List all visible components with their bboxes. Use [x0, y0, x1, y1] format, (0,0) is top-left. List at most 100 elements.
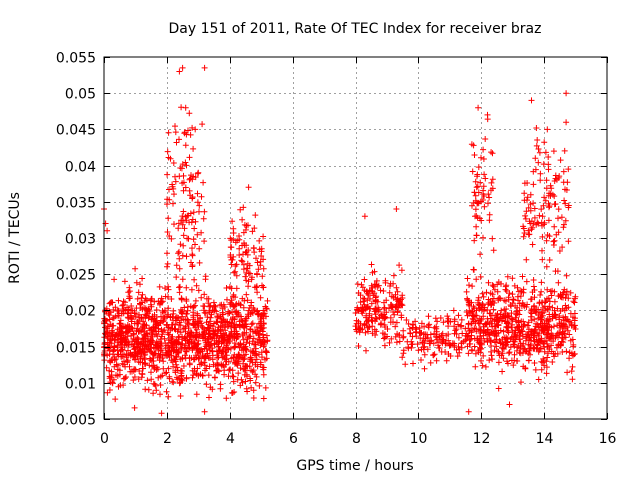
data-point [572, 326, 579, 332]
data-point [472, 206, 479, 213]
data-point [373, 316, 380, 322]
data-point [482, 175, 489, 182]
data-point [194, 345, 201, 352]
data-point [535, 376, 542, 383]
data-point [368, 288, 375, 294]
data-point [445, 351, 452, 357]
data-point [569, 376, 576, 383]
data-point [185, 235, 192, 242]
data-point [470, 303, 477, 310]
data-point [379, 311, 385, 318]
data-point [185, 330, 191, 337]
data-point [563, 90, 570, 97]
data-point [565, 295, 572, 302]
data-point [523, 278, 530, 285]
data-point [433, 357, 440, 364]
data-point [155, 322, 162, 329]
data-point [188, 259, 194, 266]
data-point [248, 384, 255, 391]
data-point [548, 348, 555, 355]
data-point [223, 285, 230, 291]
data-point [205, 336, 212, 342]
data-point [495, 279, 502, 286]
data-point [509, 275, 516, 282]
data-point [472, 350, 479, 357]
data-point [544, 126, 551, 133]
data-point [395, 297, 402, 304]
data-point [453, 326, 460, 333]
data-point [244, 335, 251, 342]
data-point [438, 348, 445, 355]
data-point [466, 337, 473, 344]
data-point [479, 290, 486, 297]
data-point [125, 289, 132, 296]
data-point [497, 339, 504, 346]
data-point [106, 367, 113, 374]
data-point [555, 174, 562, 181]
data-point [243, 277, 250, 284]
data-point [395, 304, 402, 311]
data-point [150, 355, 156, 361]
data-point [131, 374, 138, 380]
data-point [106, 337, 113, 344]
data-point [260, 371, 267, 378]
data-point [531, 205, 538, 212]
data-point [242, 351, 249, 358]
data-point [249, 228, 256, 235]
data-point [535, 315, 542, 322]
data-point [492, 339, 499, 346]
data-point [396, 338, 403, 345]
data-point [194, 190, 201, 197]
data-point [539, 326, 545, 333]
data-point [137, 300, 143, 307]
data-point [353, 317, 360, 324]
data-point [141, 356, 148, 363]
data-point [237, 301, 244, 308]
data-point [155, 374, 162, 381]
data-point [245, 270, 252, 276]
data-point [179, 180, 186, 187]
data-point [163, 369, 170, 376]
data-point [509, 291, 516, 298]
grid-lines [104, 57, 607, 419]
data-point [242, 273, 249, 280]
data-point [486, 194, 493, 201]
data-point [243, 339, 250, 346]
y-tick-label: 0.01 [65, 377, 96, 393]
data-point [126, 327, 133, 333]
data-point [480, 234, 486, 241]
data-point [106, 347, 113, 354]
data-point [506, 290, 513, 297]
data-point [472, 363, 479, 370]
data-point [196, 245, 203, 252]
data-point [560, 224, 567, 231]
data-point [418, 346, 425, 353]
data-point [184, 338, 191, 345]
data-point [544, 286, 551, 293]
data-point [486, 310, 493, 317]
data-point [151, 315, 158, 322]
data-point [486, 357, 493, 364]
data-point [237, 365, 244, 372]
data-point [396, 262, 403, 269]
data-point [551, 193, 558, 200]
data-point [543, 324, 550, 331]
data-point [375, 282, 382, 289]
data-point [477, 330, 484, 336]
data-point [252, 352, 258, 359]
data-point [214, 332, 221, 339]
y-tick-label: 0.015 [56, 341, 96, 357]
data-point [145, 346, 152, 353]
data-point [536, 300, 543, 307]
data-point [172, 129, 179, 136]
data-point [563, 187, 570, 193]
data-point [133, 305, 140, 312]
data-point [554, 322, 561, 329]
data-point [494, 288, 501, 295]
data-point [130, 377, 137, 384]
data-point [481, 306, 487, 313]
data-point [521, 180, 528, 187]
data-point [230, 253, 237, 260]
data-point [566, 331, 573, 338]
data-point [243, 265, 250, 272]
